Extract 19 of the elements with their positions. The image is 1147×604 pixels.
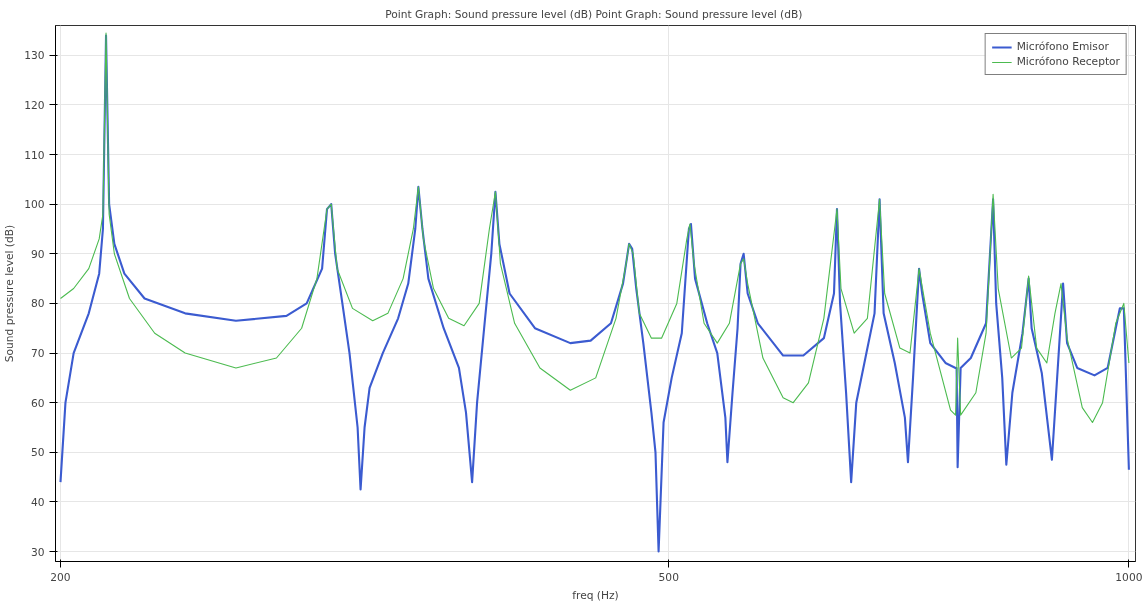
y-tick-label: 70: [30, 347, 45, 361]
x-tick-label: 200: [50, 570, 71, 584]
y-tick-label: 120: [24, 98, 45, 112]
y-tick-label: 60: [30, 396, 45, 410]
legend-label: Micrófono Emisor: [1016, 40, 1109, 53]
x-tick-label: 1000: [1115, 570, 1143, 584]
y-tick-label: 30: [30, 545, 45, 559]
y-tick-label: 50: [30, 446, 45, 460]
legend-label: Micrófono Receptor: [1016, 55, 1120, 68]
y-tick-label: 100: [24, 198, 45, 212]
y-tick-label: 130: [24, 49, 45, 63]
x-axis-title: freq (Hz): [572, 588, 619, 602]
x-tick-label: 500: [658, 570, 680, 584]
y-tick-label: 80: [30, 297, 45, 311]
chart-title: Point Graph: Sound pressure level (dB) Point Graph: Sound pressure level (dB): [385, 7, 803, 21]
y-tick-label: 90: [30, 247, 45, 261]
y-tick-label: 40: [30, 495, 45, 509]
y-tick-label: 110: [24, 148, 45, 162]
y-axis-title: Sound pressure level (dB): [3, 224, 17, 363]
